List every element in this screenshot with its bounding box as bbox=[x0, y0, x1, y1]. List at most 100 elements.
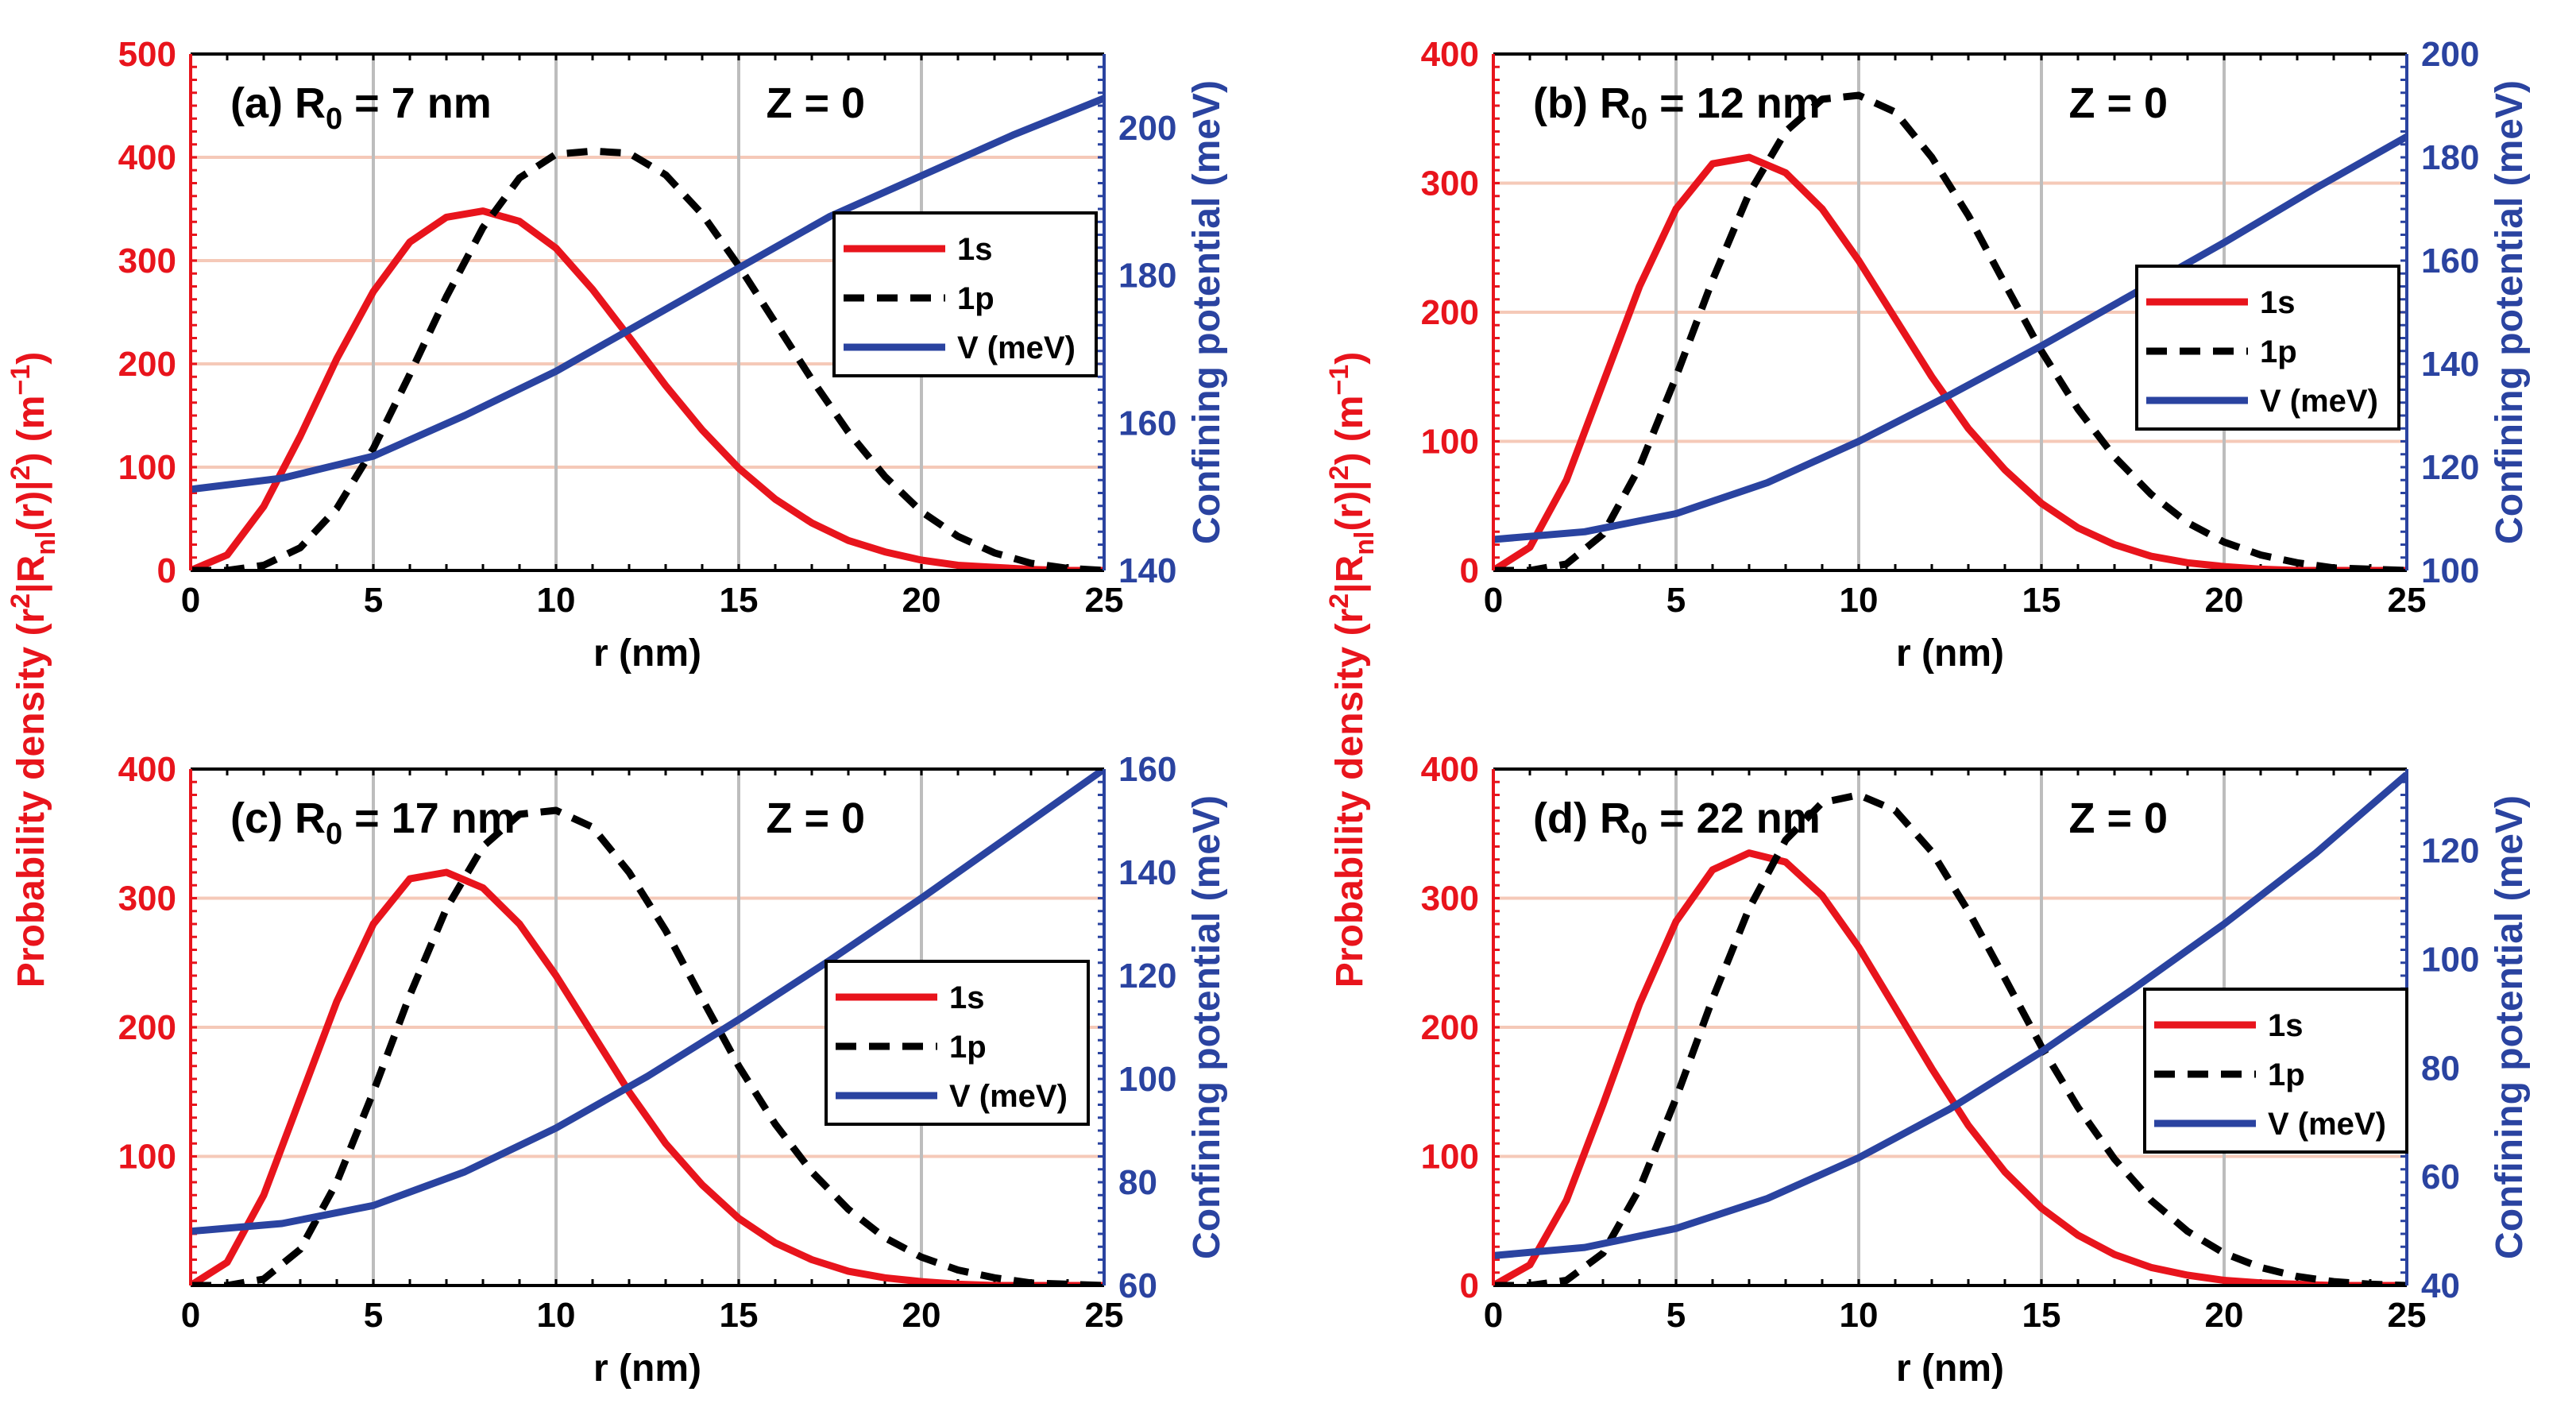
legend: 1s 1p V (meV) bbox=[825, 960, 1090, 1126]
chart-panel-3: 0 5 10 15 20 25 0 100 200 300 400 40 60 80 100 120 r (nm… bbox=[1421, 750, 2531, 1390]
panel-title-suffix: = 17 nm bbox=[342, 794, 516, 842]
legend-label: 1p bbox=[949, 1030, 987, 1065]
ylabel-left-part: Probability density (r bbox=[10, 609, 52, 988]
legend: 1s 1p V (meV) bbox=[2135, 265, 2400, 431]
y-left-tick-label: 100 bbox=[118, 448, 176, 487]
y-left-tick-label: 300 bbox=[1421, 880, 1479, 918]
series-line-1p bbox=[191, 147, 1104, 570]
y-right-tick-label: 160 bbox=[1118, 404, 1176, 443]
ylabel-left-part: 2 bbox=[1324, 593, 1354, 609]
x-tick-label: 0 bbox=[181, 1296, 200, 1335]
x-tick-label: 5 bbox=[364, 1296, 383, 1335]
x-tick-label: 15 bbox=[720, 1296, 759, 1335]
panel-title-prefix: (b) R bbox=[1533, 79, 1631, 127]
y-left-tick-label: 100 bbox=[1421, 1138, 1479, 1177]
y-right-axis-label: Confining potential (meV) bbox=[2489, 795, 2531, 1259]
legend-label: 1s bbox=[949, 980, 985, 1015]
series-line-1p bbox=[191, 806, 1104, 1285]
legend-label: 1p bbox=[2260, 334, 2297, 369]
chart-panel-2: 0 5 10 15 20 25 100 200 300 400 60 80 100 120 140 160 r … bbox=[118, 750, 1228, 1390]
x-tick-label: 20 bbox=[902, 581, 941, 620]
ylabel-left-part: −1 bbox=[6, 365, 36, 396]
y-right-tick-label: 160 bbox=[1118, 750, 1176, 789]
y-left-tick-label: 400 bbox=[1421, 750, 1479, 789]
y-right-tick-label: 160 bbox=[2421, 242, 2479, 280]
x-tick-label: 25 bbox=[2388, 1296, 2427, 1335]
z-annotation: Z = 0 bbox=[2069, 79, 2169, 127]
y-left-tick-label: 300 bbox=[1421, 164, 1479, 203]
y-left-tick-label: 500 bbox=[118, 35, 176, 74]
panel-title-subscript: 0 bbox=[326, 818, 342, 851]
y-right-tick-label: 80 bbox=[2421, 1049, 2460, 1088]
series-line-1s bbox=[1493, 153, 2407, 570]
y-right-axis-label: Confining potential (meV) bbox=[2489, 80, 2531, 544]
legend-label: 1p bbox=[957, 281, 994, 316]
legend-label: 1s bbox=[2268, 1008, 2304, 1043]
series-line-1s bbox=[1493, 849, 2407, 1285]
x-axis-label: r (nm) bbox=[1896, 632, 2004, 675]
y-right-tick-label: 200 bbox=[2421, 35, 2479, 74]
y-right-tick-label: 140 bbox=[1118, 853, 1176, 892]
y-right-tick-label: 40 bbox=[2421, 1266, 2460, 1305]
ylabel-left-part: 2 bbox=[6, 466, 36, 481]
series-line-vmev bbox=[1493, 133, 2407, 543]
y-right-tick-label: 80 bbox=[1118, 1163, 1157, 1202]
x-tick-label: 20 bbox=[2205, 1296, 2244, 1335]
x-tick-label: 15 bbox=[720, 581, 759, 620]
y-right-tick-label: 180 bbox=[2421, 138, 2479, 177]
y-right-tick-label: 120 bbox=[1118, 957, 1176, 996]
panel-title-prefix: (a) R bbox=[230, 79, 326, 127]
x-tick-label: 10 bbox=[537, 581, 576, 620]
y-right-tick-label: 100 bbox=[2421, 551, 2479, 590]
y-left-tick-label: 300 bbox=[118, 880, 176, 918]
ylabel-left-part: Probability density (r bbox=[1329, 609, 1371, 988]
y-right-tick-label: 200 bbox=[1118, 109, 1176, 148]
series-line-1s bbox=[191, 207, 1104, 570]
y-left-axis-label: Probability density (r2|Rnl(r)|2) (m−1) bbox=[1324, 352, 1380, 988]
ylabel-left-part: 2 bbox=[1324, 466, 1354, 481]
panel-title-prefix: (d) R bbox=[1533, 794, 1631, 842]
series-line-vmev bbox=[191, 95, 1104, 493]
ylabel-left-part: |R bbox=[1329, 555, 1371, 593]
x-tick-label: 25 bbox=[2388, 581, 2427, 620]
y-left-tick-label: 400 bbox=[118, 138, 176, 177]
ylabel-left-part: (r)| bbox=[10, 480, 52, 531]
y-left-tick-label: 100 bbox=[118, 1138, 176, 1177]
panel-title-subscript: 0 bbox=[326, 102, 342, 136]
y-left-axis-label: Probability density (r2|Rnl(r)|2) (m−1) bbox=[6, 352, 61, 988]
x-tick-label: 15 bbox=[2022, 1296, 2061, 1335]
x-axis-label: r (nm) bbox=[593, 632, 701, 675]
chart-panel-0: 0 5 10 15 20 25 0 100 200 300 400 500 140 160 180 200 r … bbox=[118, 35, 1228, 675]
z-annotation: Z = 0 bbox=[767, 79, 866, 127]
legend: 1s 1p V (meV) bbox=[832, 211, 1098, 377]
ylabel-left-part: (r)| bbox=[1329, 480, 1371, 531]
y-left-tick-label: 0 bbox=[157, 551, 176, 590]
y-right-tick-label: 120 bbox=[2421, 448, 2479, 487]
ylabel-left-part: nl bbox=[31, 532, 61, 555]
panel-title-subscript: 0 bbox=[1631, 818, 1647, 851]
panel-title-suffix: = 22 nm bbox=[1647, 794, 1821, 842]
legend-label: 1s bbox=[957, 232, 993, 267]
ylabel-left-part: nl bbox=[1350, 532, 1380, 555]
x-tick-label: 25 bbox=[1085, 581, 1124, 620]
ylabel-left-part: −1 bbox=[1324, 365, 1354, 396]
x-tick-label: 10 bbox=[1840, 1296, 1879, 1335]
series-line-vmev bbox=[1493, 771, 2407, 1259]
panel-title-prefix: (c) R bbox=[230, 794, 326, 842]
ylabel-left-part: ) (m bbox=[10, 396, 52, 466]
y-right-axis-label: Confining potential (meV) bbox=[1186, 80, 1228, 544]
y-right-tick-label: 140 bbox=[2421, 345, 2479, 384]
x-tick-label: 10 bbox=[537, 1296, 576, 1335]
series-line-vmev bbox=[191, 769, 1104, 1235]
y-right-tick-label: 180 bbox=[1118, 257, 1176, 296]
x-tick-label: 10 bbox=[1840, 581, 1879, 620]
chart-panel-1: 0 5 10 15 20 25 0 100 200 300 400 100 120 140 160 180 20… bbox=[1421, 35, 2531, 675]
y-right-tick-label: 100 bbox=[1118, 1060, 1176, 1099]
ylabel-left-part: ) (m bbox=[1329, 396, 1371, 466]
y-left-tick-label: 400 bbox=[118, 750, 176, 789]
x-tick-label: 0 bbox=[1484, 581, 1503, 620]
y-right-tick-label: 60 bbox=[1118, 1266, 1157, 1305]
y-left-tick-label: 300 bbox=[118, 242, 176, 280]
x-tick-label: 0 bbox=[1484, 1296, 1503, 1335]
